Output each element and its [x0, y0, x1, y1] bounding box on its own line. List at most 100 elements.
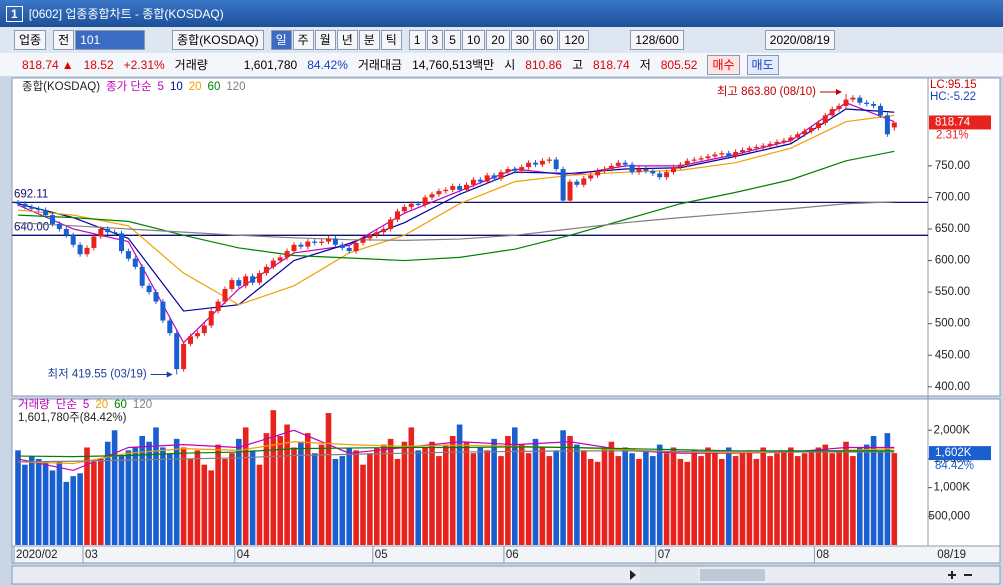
candle-body [160, 301, 166, 321]
interval-tab[interactable]: 1 [408, 30, 426, 50]
volume-bar [470, 453, 477, 545]
candle-body [112, 232, 118, 234]
candle-body [139, 266, 145, 286]
candle-body [546, 159, 552, 161]
volume-bar [84, 447, 90, 545]
candle-body [270, 260, 276, 267]
volume-bar [594, 461, 601, 545]
volume-bar [608, 441, 615, 545]
hc-label: HC:-5.22 [930, 91, 976, 103]
buy-button[interactable]: 매수 [707, 54, 740, 75]
date-field[interactable]: 2020/08/19 [764, 30, 835, 50]
market-select[interactable]: 업종 [14, 30, 47, 50]
candle-body [374, 232, 380, 236]
y-tick-label: 750.00 [935, 160, 970, 172]
scroll-thumb[interactable] [700, 569, 765, 581]
volume-bar [277, 435, 283, 545]
volume-bar [132, 447, 139, 545]
candle-body [36, 208, 42, 211]
change: 18.52 [83, 57, 114, 72]
candle-body [381, 228, 387, 233]
volume-bar [15, 450, 21, 545]
interval-tab[interactable]: 3 [426, 30, 444, 50]
last-price: 818.74 [935, 116, 971, 128]
volume-bar [311, 453, 318, 545]
volume-bar [332, 458, 339, 545]
candle-body [319, 241, 325, 243]
candle-body [657, 173, 663, 178]
volume-bar [401, 441, 408, 545]
volume-bar [146, 441, 152, 545]
volume-bar [35, 458, 42, 545]
period-tab[interactable]: 월 [314, 30, 336, 50]
period-tab[interactable]: 주 [292, 30, 314, 50]
interval-tab[interactable]: 5 [444, 30, 461, 50]
legend-entry: 5 [83, 399, 89, 411]
volume-bar [374, 447, 380, 545]
volume-bar [788, 447, 794, 545]
candle-body [153, 292, 159, 302]
scrollbar[interactable] [11, 565, 1001, 585]
sell-button[interactable]: 매도 [746, 54, 779, 75]
code-input[interactable]: 101 [75, 30, 146, 50]
candle-body [15, 202, 21, 204]
candle-body [719, 153, 725, 155]
volume-bar [249, 450, 256, 545]
volume-bar [70, 476, 76, 545]
candle-body [491, 175, 497, 179]
interval-tab[interactable]: 30 [510, 30, 534, 50]
period-tab[interactable]: 틱 [380, 30, 402, 50]
interval-tab[interactable]: 20 [486, 30, 510, 50]
volume-bar [187, 458, 194, 545]
volume-bar [49, 470, 56, 545]
volume-bar [456, 424, 463, 545]
y-tick-label: 450.00 [935, 349, 970, 361]
arrow-head [836, 89, 842, 96]
y-tick-label: 400.00 [935, 381, 970, 393]
volume-bar [698, 456, 704, 545]
volume-bar [229, 453, 235, 545]
low: 805.52 [660, 57, 698, 72]
scroll-buttons[interactable] [640, 567, 698, 583]
candle-body [188, 336, 193, 344]
volume-bar [139, 435, 145, 545]
volume-bar [794, 456, 801, 545]
period-tab[interactable]: 년 [336, 30, 358, 50]
volume-bar [291, 447, 297, 545]
ma-line [17, 108, 895, 312]
volume-bar [104, 441, 111, 545]
volume-bar [808, 450, 815, 545]
interval-tab[interactable]: 60 [534, 30, 559, 50]
ma-line [17, 446, 895, 458]
candle-body [353, 242, 359, 252]
volume-bar [712, 453, 718, 545]
change-pct: +2.31% [123, 57, 165, 72]
volume-bar [815, 447, 822, 545]
quote-bar: 818.74 ▲ 18.52 +2.31% 거래량 1,601,780 84.4… [0, 53, 1003, 76]
candle-body [788, 137, 794, 141]
period-tab[interactable]: 일 [270, 30, 292, 50]
x-tick-label: 07 [658, 549, 671, 561]
scroll-arrow[interactable] [630, 570, 636, 580]
candle-body [767, 143, 773, 146]
candle-body [250, 276, 256, 283]
volume-ratio: 84.42% [307, 57, 348, 72]
volume-bar [263, 433, 270, 545]
candle-body [871, 103, 877, 106]
candle-body [477, 179, 483, 182]
volume-bar [160, 447, 166, 545]
scope-select[interactable]: 전 [53, 30, 75, 50]
candle-body [257, 273, 262, 283]
candle-body [567, 181, 573, 201]
high: 818.74 [593, 57, 630, 72]
candle-body [526, 162, 532, 168]
period-tab[interactable]: 분 [358, 30, 380, 50]
volume-bar [477, 447, 484, 545]
interval-tab[interactable]: 10 [461, 30, 486, 50]
candle-body [691, 159, 697, 161]
volume-bar [636, 458, 642, 545]
y-tick-label: 500.00 [935, 318, 970, 330]
legend-entry: 120 [226, 81, 245, 93]
candle-body [809, 127, 814, 132]
interval-tab[interactable]: 120 [559, 30, 590, 50]
